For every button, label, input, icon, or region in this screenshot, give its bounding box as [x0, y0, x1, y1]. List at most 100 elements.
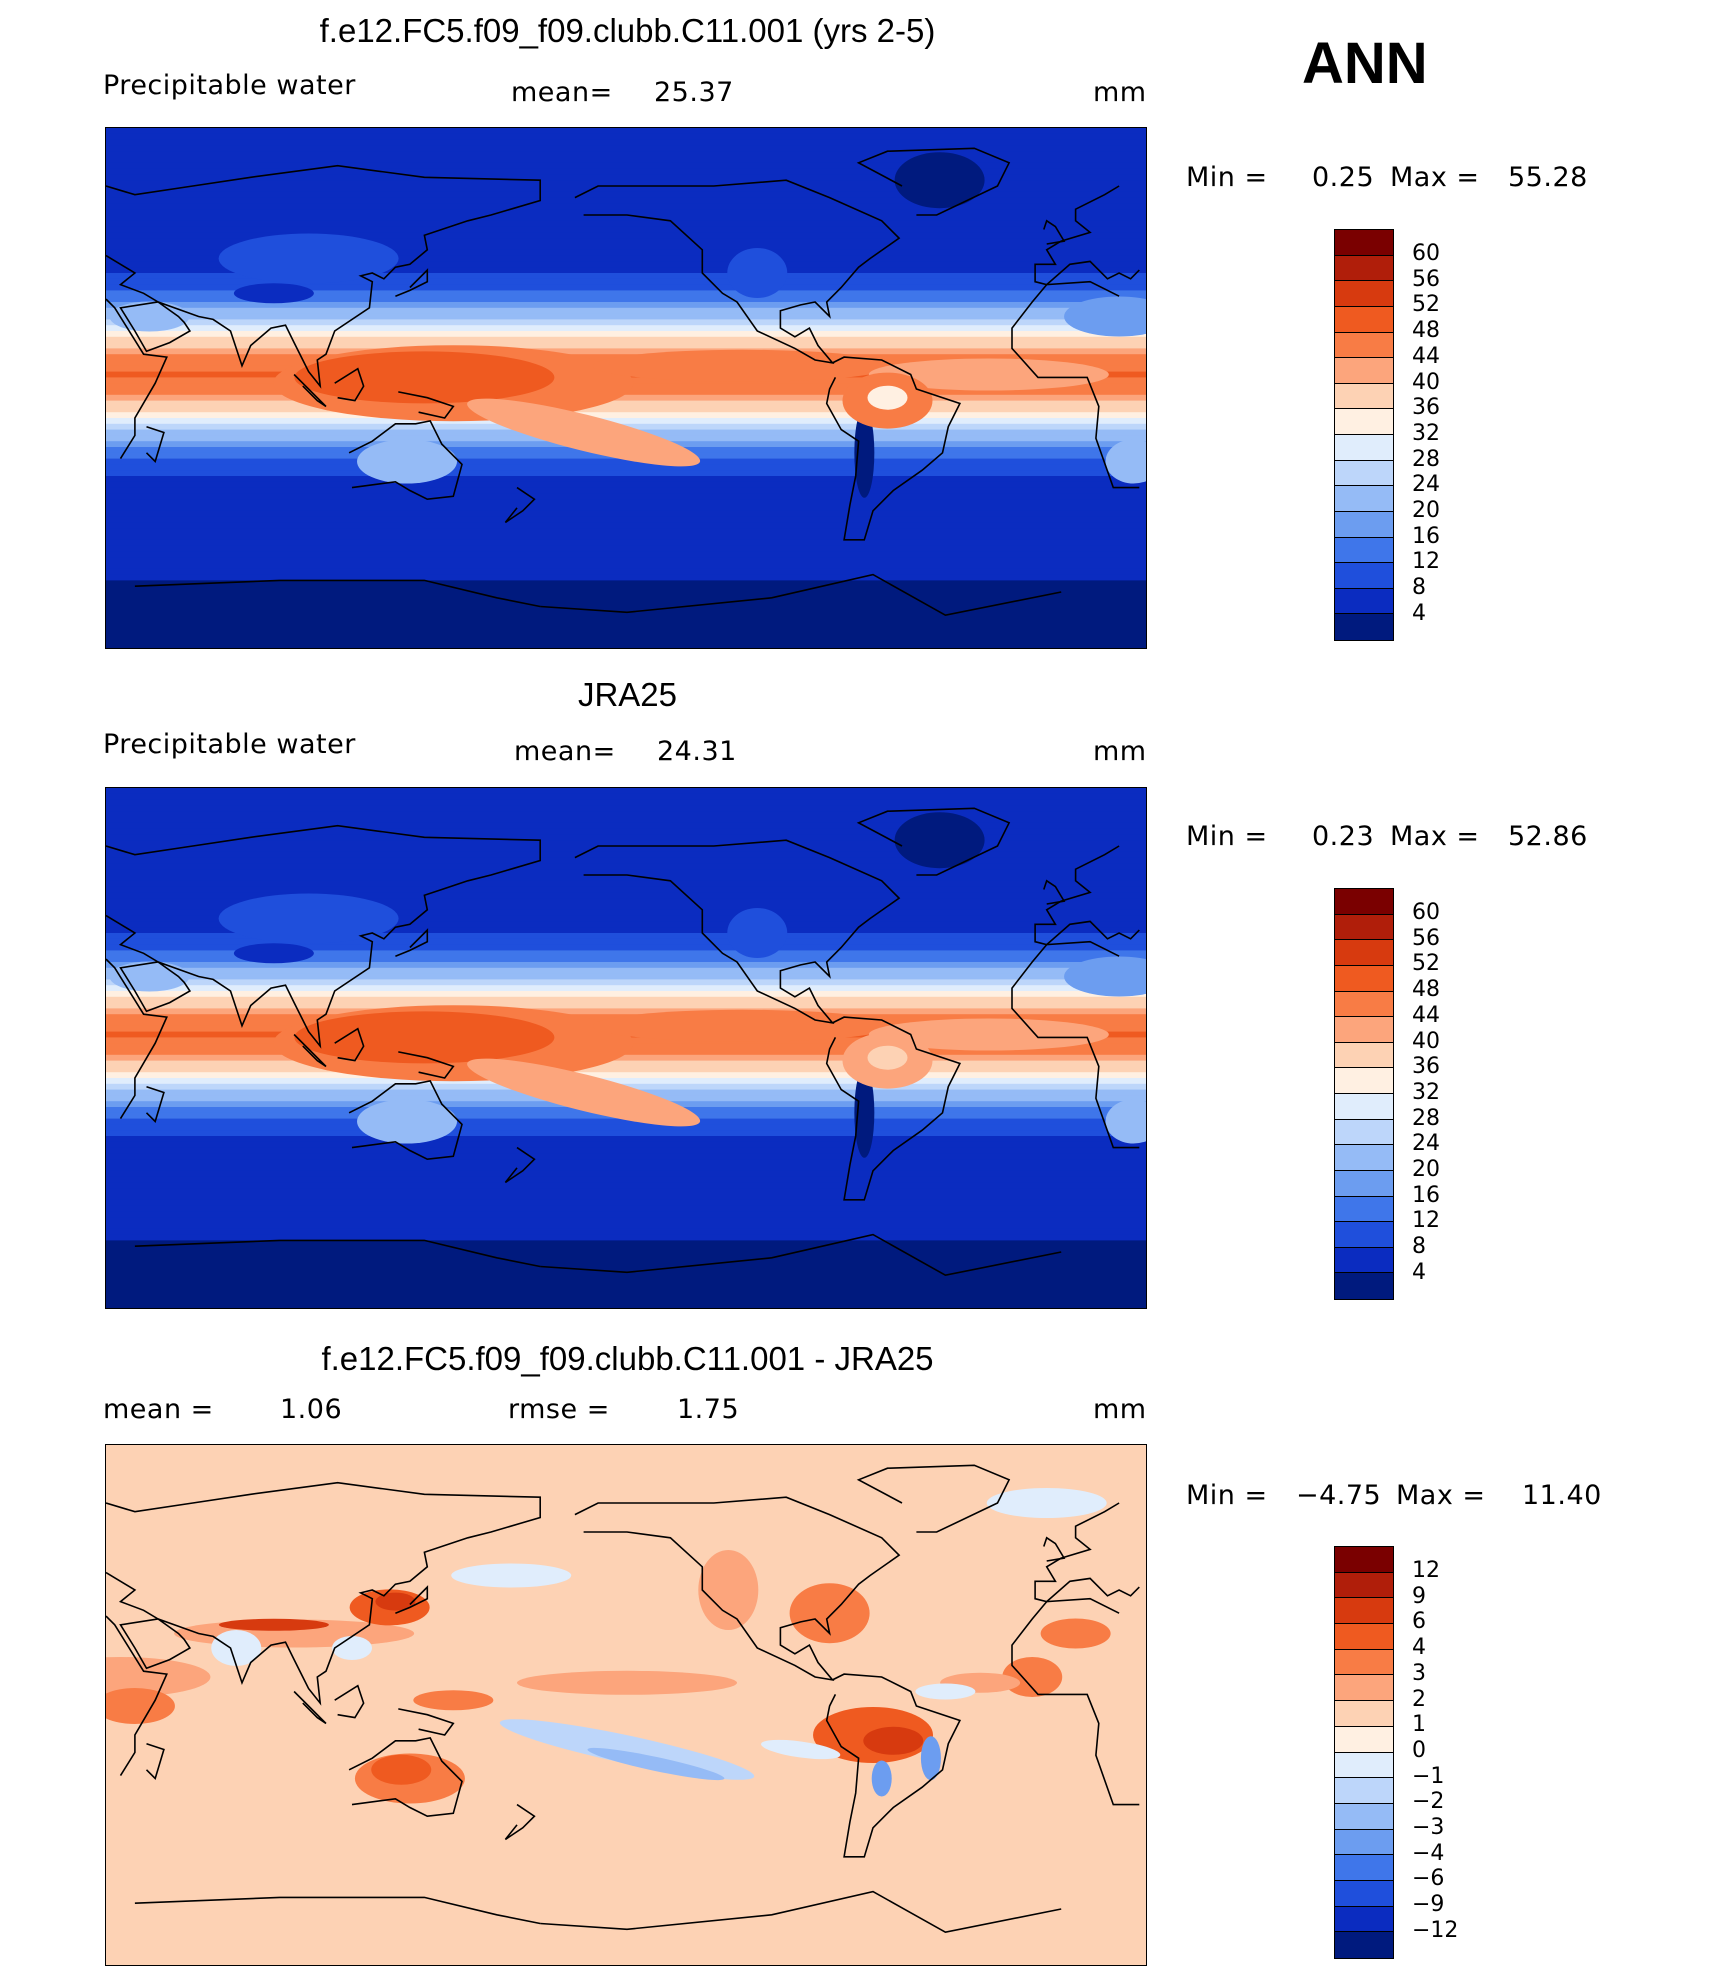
colorbar-tick-label: 24: [1412, 472, 1440, 498]
colorbar-tick-label: 16: [1412, 523, 1440, 549]
panel-2-variable-label: Precipitable water: [103, 729, 356, 760]
colorbar-swatch: [1335, 1598, 1393, 1625]
colorbar-tick-label: −4: [1412, 1840, 1445, 1866]
panel-1-min-value: 0.25: [1312, 162, 1375, 193]
coastline: [1034, 845, 1140, 946]
panel-3-map: [105, 1444, 1147, 1966]
colorbar-swatch: [1335, 306, 1393, 333]
colorbar-swatch: [1335, 511, 1393, 538]
colorbar-tick-label: 44: [1412, 343, 1440, 369]
colorbar-swatch: [1335, 383, 1393, 410]
colorbar-tick-label: 9: [1412, 1583, 1426, 1609]
colorbar-swatch: [1335, 1675, 1393, 1702]
panel-2-title: JRA25: [577, 676, 678, 713]
colorbar-tick-label: 12: [1412, 1208, 1440, 1234]
colorbar-tick-label: 24: [1412, 1131, 1440, 1157]
colorbar-tick-label: 60: [1412, 900, 1440, 925]
colorbar-swatch: [1335, 460, 1393, 487]
coastline: [145, 1742, 165, 1781]
colorbar-tick-label: 36: [1412, 395, 1440, 421]
colorbar-swatch: [1335, 1017, 1393, 1043]
colorbar-swatch: [1335, 1547, 1393, 1573]
colorbar-swatch: [1335, 1273, 1393, 1299]
colorbar-swatch: [1335, 1247, 1393, 1274]
coastline: [134, 1239, 541, 1268]
coastline: [856, 1464, 1011, 1533]
coastline: [504, 1146, 536, 1184]
coastline: [106, 958, 168, 1120]
colorbar-tick-label: 44: [1412, 1002, 1440, 1028]
colorbar-swatch: [1335, 588, 1393, 615]
coastline: [1034, 1502, 1140, 1603]
colorbar-swatch: [1335, 1170, 1393, 1197]
panel-3-mean-value: 1.06: [280, 1394, 343, 1425]
colorbar-swatch: [1335, 255, 1393, 282]
coastline: [825, 356, 962, 541]
panel-3-colorbar: [1334, 1546, 1394, 1959]
colorbar-tick-label: 28: [1412, 1105, 1440, 1131]
coastline: [540, 1233, 1062, 1277]
colorbar-tick-label: −2: [1412, 1789, 1445, 1815]
colorbar-tick-label: 12: [1412, 549, 1440, 575]
colorbar-swatch: [1335, 614, 1393, 640]
colorbar-tick-label: 4: [1412, 1635, 1426, 1661]
colorbar-tick-label: 40: [1412, 369, 1440, 395]
panel-3-min-label: Min =: [1186, 1480, 1268, 1511]
colorbar-swatch: [1335, 1752, 1393, 1779]
colorbar-tick-label: 36: [1412, 1054, 1440, 1080]
panel-2-min-value: 0.23: [1312, 821, 1375, 852]
colorbar-swatch: [1335, 1196, 1393, 1223]
colorbar-tick-label: 8: [1412, 1234, 1426, 1260]
colorbar-swatch: [1335, 1829, 1393, 1856]
coastline: [1043, 879, 1066, 905]
colorbar-tick-label: 52: [1412, 292, 1440, 318]
colorbar-swatch: [1335, 991, 1393, 1018]
coastline: [106, 298, 168, 460]
colorbar-tick-label: 32: [1412, 420, 1440, 446]
colorbar-swatch: [1335, 1803, 1393, 1830]
colorbar-tick-label: 56: [1412, 925, 1440, 951]
coastline: [145, 425, 165, 464]
colorbar-swatch: [1335, 1222, 1393, 1248]
panel-2-max-label: Max =: [1390, 821, 1480, 852]
coastline: [398, 1051, 455, 1079]
coastline: [106, 164, 541, 389]
coastline: [395, 268, 429, 297]
colorbar-swatch: [1335, 1624, 1393, 1650]
panel-1-mean-label: mean=: [511, 77, 613, 108]
colorbar-tick-label: 3: [1412, 1660, 1426, 1686]
colorbar-tick-label: 20: [1412, 498, 1440, 524]
colorbar-swatch: [1335, 965, 1393, 992]
coastline: [856, 807, 1011, 876]
colorbar-swatch: [1335, 563, 1393, 589]
coastline: [574, 839, 901, 1025]
colorbar-tick-label: 4: [1412, 1259, 1426, 1285]
colorbar-swatch: [1335, 537, 1393, 564]
panel-1-title: f.e12.FC5.f09_f09.clubb.C11.001 (yrs 2-5…: [319, 12, 936, 49]
colorbar-tick-label: 48: [1412, 318, 1440, 344]
coastline: [540, 573, 1062, 617]
colorbar-tick-label: 20: [1412, 1157, 1440, 1183]
coastline: [348, 1079, 463, 1161]
colorbar-swatch: [1335, 1855, 1393, 1881]
colorbar-swatch: [1335, 358, 1393, 384]
colorbar-tick-label: 32: [1412, 1079, 1440, 1105]
coastline: [1034, 185, 1140, 286]
panel-1-colorbar: [1334, 229, 1394, 641]
colorbar-swatch: [1335, 230, 1393, 256]
colorbar-tick-label: 12: [1412, 1558, 1440, 1583]
coastline: [134, 1896, 541, 1925]
colorbar-swatch: [1335, 940, 1393, 966]
colorbar-swatch: [1335, 1094, 1393, 1120]
panel-2-mean-label: mean=: [514, 736, 616, 767]
coastline: [825, 1673, 962, 1858]
colorbar-tick-label: 56: [1412, 266, 1440, 292]
panel-2-mean-value: 24.31: [657, 736, 737, 767]
colorbar-swatch: [1335, 1880, 1393, 1907]
colorbar-swatch: [1335, 409, 1393, 435]
panel-3-rmse-label: rmse =: [508, 1394, 610, 1425]
colorbar-swatch: [1335, 1701, 1393, 1727]
panel-1-min-label: Min =: [1186, 162, 1268, 193]
colorbar-swatch: [1335, 1726, 1393, 1753]
panel-3-max-value: 11.40: [1522, 1480, 1602, 1511]
